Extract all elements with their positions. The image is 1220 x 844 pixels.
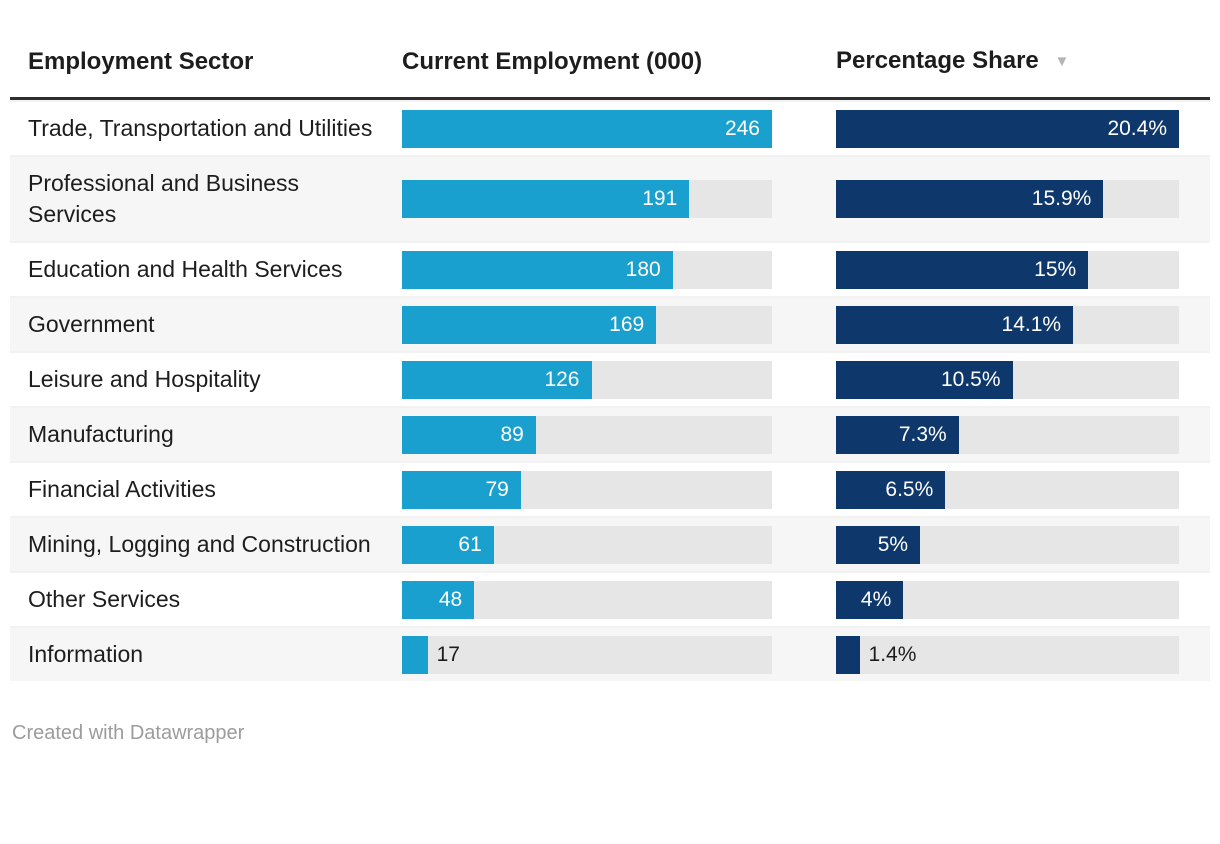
share-bar-track: 6.5% (836, 470, 1179, 509)
share-bar: 5% (836, 525, 921, 564)
employment-bar-track: 180 (402, 250, 772, 289)
share-bar: 15% (836, 250, 1089, 289)
sector-label: Mining, Logging and Construction (28, 531, 371, 557)
share-bar-value: 15% (1034, 257, 1077, 281)
table-row: Professional and Business Services 191 15.… (10, 155, 1210, 241)
employment-bar: 79 (402, 470, 521, 509)
sector-label: Financial Activities (28, 476, 216, 502)
employment-bar-value: 191 (642, 187, 678, 210)
share-bar-value: 4% (860, 587, 892, 611)
employment-bar-value: 48 (438, 587, 463, 611)
column-header-share-label: Percentage Share (836, 47, 1039, 74)
employment-bar (402, 635, 428, 674)
sort-descending-icon[interactable]: ▼ (1054, 53, 1070, 70)
sector-label: Manufacturing (28, 421, 174, 447)
sector-label: Government (28, 311, 155, 337)
share-bar-track: 20.4% (836, 109, 1179, 148)
share-bar-value: 7.3% (898, 422, 947, 446)
share-bar-track: 7.3% (836, 415, 1179, 454)
table-row: Education and Health Services 180 15% (10, 241, 1210, 296)
employment-bar-track: 17 (402, 635, 772, 674)
employment-bar-track: 89 (402, 415, 772, 454)
employment-bar-value: 126 (544, 367, 580, 391)
table-row: Government 169 14.1% (10, 296, 1210, 351)
share-bar-value: 1.4% (868, 642, 917, 666)
employment-bar: 126 (402, 360, 592, 399)
share-bar-track: 5% (836, 525, 1179, 564)
sector-label: Education and Health Services (28, 256, 343, 282)
table-row: Other Services 48 4% (10, 571, 1210, 626)
employment-bar-value: 89 (500, 422, 524, 446)
share-bar-value: 5% (877, 532, 909, 556)
employment-bar-track: 169 (402, 305, 772, 344)
sector-label: Information (28, 641, 144, 667)
employment-bar-track: 48 (402, 580, 772, 619)
employment-bar: 48 (402, 580, 475, 619)
column-header-sector[interactable]: Employment Sector (28, 48, 254, 75)
column-header-share[interactable]: Percentage Share ▼ (836, 46, 1179, 77)
share-bar-track: 14.1% (836, 305, 1179, 344)
share-bar: 14.1% (836, 305, 1074, 344)
sector-label: Other Services (28, 586, 181, 612)
share-bar-track: 10.5% (836, 360, 1179, 399)
table-body: Trade, Transportation and Utilities 246 20… (10, 100, 1210, 681)
employment-bar-value: 61 (458, 532, 482, 556)
table-row: Manufacturing 89 7.3% (10, 406, 1210, 461)
table-header-row: Employment Sector Current Employment (00… (10, 46, 1210, 100)
share-bar-track: 4% (836, 580, 1179, 619)
table-row: Financial Activities 79 6.5% (10, 461, 1210, 516)
column-header-employment[interactable]: Current Employment (000) (402, 48, 703, 75)
employment-bar-track: 246 (402, 109, 772, 148)
share-bar: 6.5% (836, 470, 946, 509)
share-bar-value: 20.4% (1107, 116, 1167, 140)
sector-label: Professional and Business Services (28, 170, 300, 227)
employment-bar-value: 180 (625, 257, 661, 281)
created-with-datawrapper-text: Created with Datawrapper (12, 722, 245, 744)
share-bar: 10.5% (836, 360, 1013, 399)
employment-bar-track: 79 (402, 470, 772, 509)
table-row: Information 17 1.4% (10, 626, 1210, 681)
share-bar-value: 15.9% (1031, 187, 1092, 210)
employment-bar-track: 61 (402, 525, 772, 564)
employment-bar-value: 17 (436, 642, 460, 666)
share-bar-value: 6.5% (885, 477, 934, 501)
employment-bar: 180 (402, 250, 673, 289)
table-row: Leisure and Hospitality 126 10.5% (10, 351, 1210, 406)
share-bar: 4% (836, 580, 904, 619)
share-bar-value: 14.1% (1001, 312, 1062, 336)
share-bar-value: 10.5% (940, 367, 1001, 391)
share-bar-track: 15.9% (836, 180, 1179, 218)
employment-bar-value: 169 (609, 312, 645, 336)
table-row: Trade, Transportation and Utilities 246 20… (10, 100, 1210, 155)
employment-bar: 89 (402, 415, 536, 454)
share-bar-track: 15% (836, 250, 1179, 289)
employment-bar-value: 79 (485, 477, 509, 501)
share-bar (836, 635, 860, 674)
employment-bar-value: 246 (724, 116, 760, 140)
attribution-line: Created with Datawrapper (12, 722, 1210, 745)
employment-bar: 246 (402, 109, 772, 148)
employment-bar-track: 191 (402, 180, 772, 218)
employment-bar-track: 126 (402, 360, 772, 399)
employment-table-chart: Employment Sector Current Employment (00… (10, 46, 1210, 745)
share-bar: 20.4% (836, 109, 1179, 148)
sector-label: Leisure and Hospitality (28, 366, 261, 392)
share-bar-track: 1.4% (836, 635, 1179, 674)
share-bar: 7.3% (836, 415, 959, 454)
sector-label: Trade, Transportation and Utilities (28, 115, 373, 141)
table-row: Mining, Logging and Construction 61 5% (10, 516, 1210, 571)
share-bar: 15.9% (836, 180, 1104, 218)
employment-bar: 61 (402, 525, 494, 564)
employment-bar: 169 (402, 305, 657, 344)
employment-bar: 191 (402, 180, 690, 218)
